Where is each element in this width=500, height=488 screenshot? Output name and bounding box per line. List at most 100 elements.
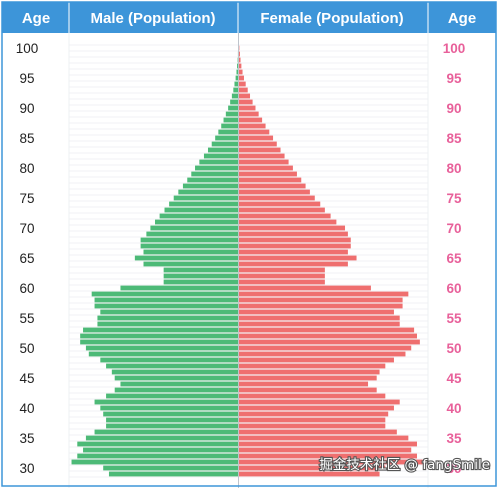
- male-bar: [221, 123, 239, 129]
- male-bar: [114, 375, 239, 381]
- male-bar: [77, 441, 239, 447]
- female-bar: [238, 399, 400, 405]
- age-label-right: 60: [446, 281, 461, 296]
- male-bar: [103, 465, 239, 471]
- female-bar: [238, 279, 325, 285]
- male-bar: [94, 399, 239, 405]
- bars: [71, 45, 423, 477]
- female-bar: [238, 327, 415, 333]
- male-bar: [164, 207, 239, 213]
- male-bar: [111, 369, 239, 375]
- male-bar: [94, 297, 239, 303]
- male-bar: [146, 231, 239, 237]
- male-bar: [140, 237, 239, 243]
- male-bar: [103, 411, 239, 417]
- female-bar: [238, 99, 253, 105]
- female-bar: [238, 429, 397, 435]
- male-bar: [235, 75, 239, 81]
- female-bar: [238, 249, 348, 255]
- female-bar: [238, 393, 386, 399]
- female-bar: [238, 213, 331, 219]
- male-bar: [234, 81, 239, 87]
- age-label-left: 60: [19, 281, 34, 296]
- male-bar: [173, 195, 239, 201]
- male-bar: [159, 213, 239, 219]
- male-bar: [163, 267, 239, 273]
- female-bar: [238, 153, 285, 159]
- male-bar: [143, 249, 239, 255]
- age-label-right: 55: [446, 311, 462, 326]
- male-bar: [94, 429, 239, 435]
- female-bar: [238, 87, 248, 93]
- female-bar: [238, 411, 389, 417]
- female-bar: [238, 231, 348, 237]
- age-label-left: 40: [19, 401, 34, 416]
- male-bar: [94, 303, 239, 309]
- male-bar: [207, 147, 239, 153]
- female-bar: [238, 141, 277, 147]
- male-bar: [191, 171, 239, 177]
- female-bar: [238, 261, 348, 267]
- female-bar: [238, 441, 417, 447]
- female-bar: [238, 57, 241, 63]
- header-bar: [2, 2, 496, 33]
- female-bar: [238, 309, 394, 315]
- male-bar: [77, 453, 239, 459]
- age-label-left: 90: [19, 101, 34, 116]
- age-label-left: 30: [19, 461, 34, 476]
- male-bar: [71, 459, 239, 465]
- female-bar: [238, 303, 403, 309]
- female-bar: [238, 111, 259, 117]
- female-bar: [238, 315, 400, 321]
- male-bar: [120, 381, 239, 387]
- female-bar: [238, 459, 423, 465]
- male-bar: [223, 117, 239, 123]
- male-bar: [218, 129, 239, 135]
- male-bar: [106, 417, 239, 423]
- male-bar: [231, 93, 239, 99]
- male-bar: [140, 243, 239, 249]
- male-bar: [187, 177, 239, 183]
- female-bar: [238, 69, 243, 75]
- header-female: Female (Population): [260, 10, 403, 27]
- male-bar: [237, 63, 239, 69]
- age-label-right: 70: [446, 221, 461, 236]
- female-bar: [238, 435, 409, 441]
- male-bar: [108, 471, 239, 477]
- female-bar: [238, 321, 400, 327]
- male-bar: [100, 309, 239, 315]
- age-labels: 100 100 95 95 90 90 85 85 80 80 75 75 70 70 65 65 60 60 55…: [16, 41, 466, 476]
- female-bar: [238, 471, 380, 477]
- age-label-left: 65: [19, 251, 34, 266]
- female-bar: [238, 105, 256, 111]
- age-label-left: 75: [19, 191, 34, 206]
- age-label-left: 35: [19, 431, 34, 446]
- age-label-left: 100: [16, 41, 39, 56]
- male-bar: [91, 291, 239, 297]
- age-label-left: 50: [19, 341, 34, 356]
- female-bar: [238, 273, 325, 279]
- female-bar: [238, 183, 306, 189]
- female-bar: [238, 117, 263, 123]
- female-bar: [238, 255, 357, 261]
- female-bar: [238, 135, 274, 141]
- male-bar: [215, 135, 239, 141]
- female-bar: [238, 159, 289, 165]
- female-bar: [238, 195, 315, 201]
- age-label-right: 100: [443, 41, 466, 56]
- male-bar: [163, 273, 239, 279]
- female-bar: [238, 267, 325, 273]
- male-bar: [134, 255, 239, 261]
- female-bar: [238, 201, 321, 207]
- male-bar: [85, 345, 239, 351]
- male-bar: [233, 87, 239, 93]
- male-bar: [114, 387, 239, 393]
- female-bar: [238, 147, 281, 153]
- female-bar: [238, 381, 369, 387]
- female-bar: [238, 339, 420, 345]
- female-bar: [238, 171, 297, 177]
- male-bar: [169, 201, 239, 207]
- female-bar: [238, 333, 417, 339]
